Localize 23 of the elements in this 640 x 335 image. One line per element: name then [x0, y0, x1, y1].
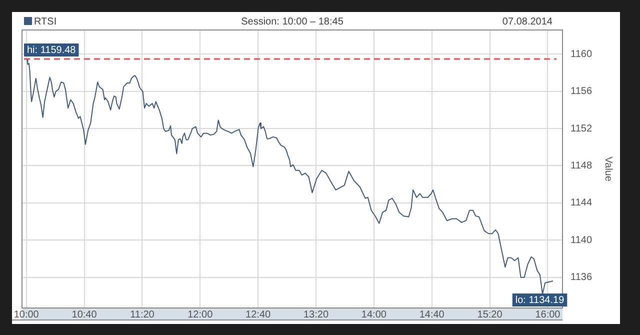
text: 07.08.2014: [502, 16, 553, 28]
x-tick-label: 14:00: [361, 309, 387, 320]
y-tick-label: 1160: [570, 48, 592, 60]
y-tick-label: 1148: [570, 160, 592, 172]
ref-line-label: hi: 1159.48: [27, 44, 76, 56]
x-tick-label: 12:00: [188, 309, 214, 320]
y-tick-label: 1152: [570, 123, 592, 134]
y-tick-label: 1136: [570, 272, 592, 284]
legend-label: RTSI: [34, 16, 57, 28]
x-tick-label: 10:00: [14, 309, 40, 320]
y-axis-title: Value: [602, 156, 614, 182]
x-tick-label: 13:20: [303, 309, 329, 320]
x-tick-label: 10:40: [72, 309, 98, 320]
annotation: lo: 1134.19: [515, 294, 565, 306]
x-tick-label: 15:20: [477, 309, 503, 320]
x-tick-label: 14:40: [419, 309, 445, 320]
x-tick-label: 11:20: [130, 309, 155, 320]
y-tick-label: 1144: [570, 198, 592, 209]
x-tick-label: 16:00: [535, 309, 561, 320]
chart-title: Session: 10:00 – 18:45: [241, 16, 344, 28]
y-tick-label: 1140: [570, 234, 592, 246]
x-tick-label: 12:40: [246, 309, 272, 320]
y-tick-label: 1156: [570, 86, 592, 98]
